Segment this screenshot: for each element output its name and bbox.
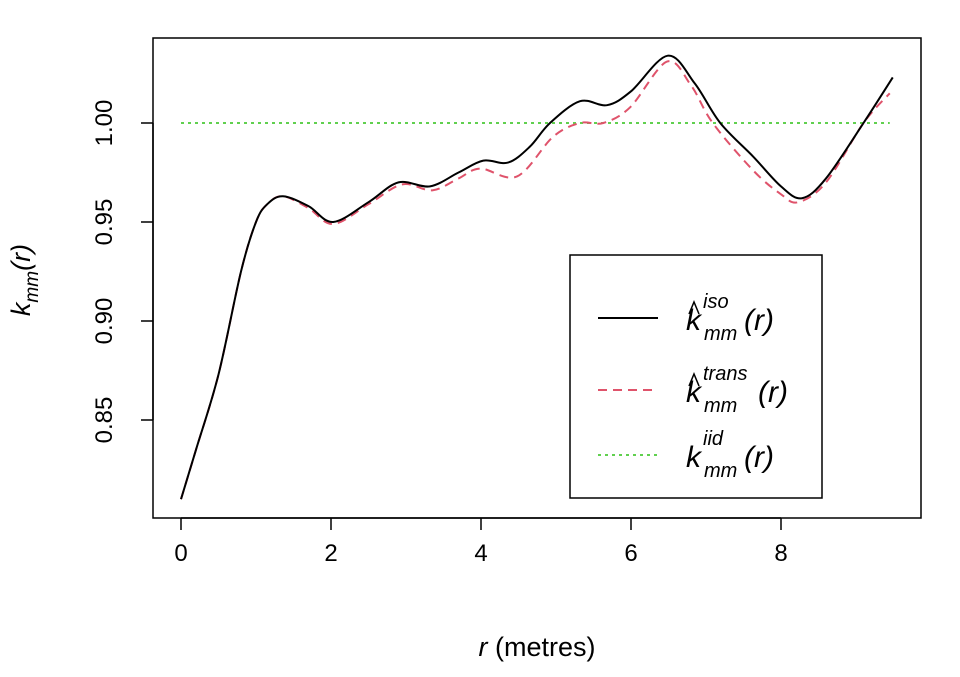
y-axis-label-base: k [6,301,36,316]
legend-label-sup: iso [703,291,729,313]
legend-label-sup: trans [703,363,747,385]
legend-box [569,254,823,499]
y-axis: 0.85 0.90 0.95 1.00 [91,100,154,444]
x-tick-label: 8 [774,540,787,567]
legend-label-sup: iid [703,428,724,450]
legend-label-arg: (r) [744,304,774,337]
series-group [180,54,894,500]
y-tick-label: 0.85 [91,397,118,444]
x-tick-label: 0 [174,540,187,567]
y-axis-label-arg: (r) [6,244,36,271]
x-axis-label-var: r [479,632,489,662]
legend-label-sub: mm [704,323,737,345]
legend: kiso mm (r)ktrans mm (r)kiid mm (r) [569,254,823,499]
y-tick-label: 0.95 [91,199,118,246]
legend-label-iid: kiid mm (r) [686,428,774,482]
x-tick-label: 6 [624,540,637,567]
x-tick-label: 2 [324,540,337,567]
y-axis-label: kmm(r) [6,244,43,316]
y-tick-label: 1.00 [91,100,118,147]
x-tick-label: 4 [474,540,487,567]
legend-label-base: k [686,376,703,409]
x-axis: 0 2 4 6 8 [174,517,788,567]
y-tick-label: 0.90 [91,298,118,345]
legend-label-arg: (r) [744,441,774,474]
legend-label-sub: mm [704,395,737,417]
x-axis-label-unit: (metres) [488,632,596,662]
hat-icon [688,300,700,315]
y-axis-label-sub: mm [22,271,43,303]
legend-label-sub: mm [704,460,737,482]
series-line-iso [180,54,894,500]
hat-icon [688,372,700,387]
legend-label-base: k [686,441,703,474]
legend-label-arg: (r) [758,376,788,409]
legend-label-base: k [686,304,703,337]
x-axis-label: r (metres) [479,632,596,662]
